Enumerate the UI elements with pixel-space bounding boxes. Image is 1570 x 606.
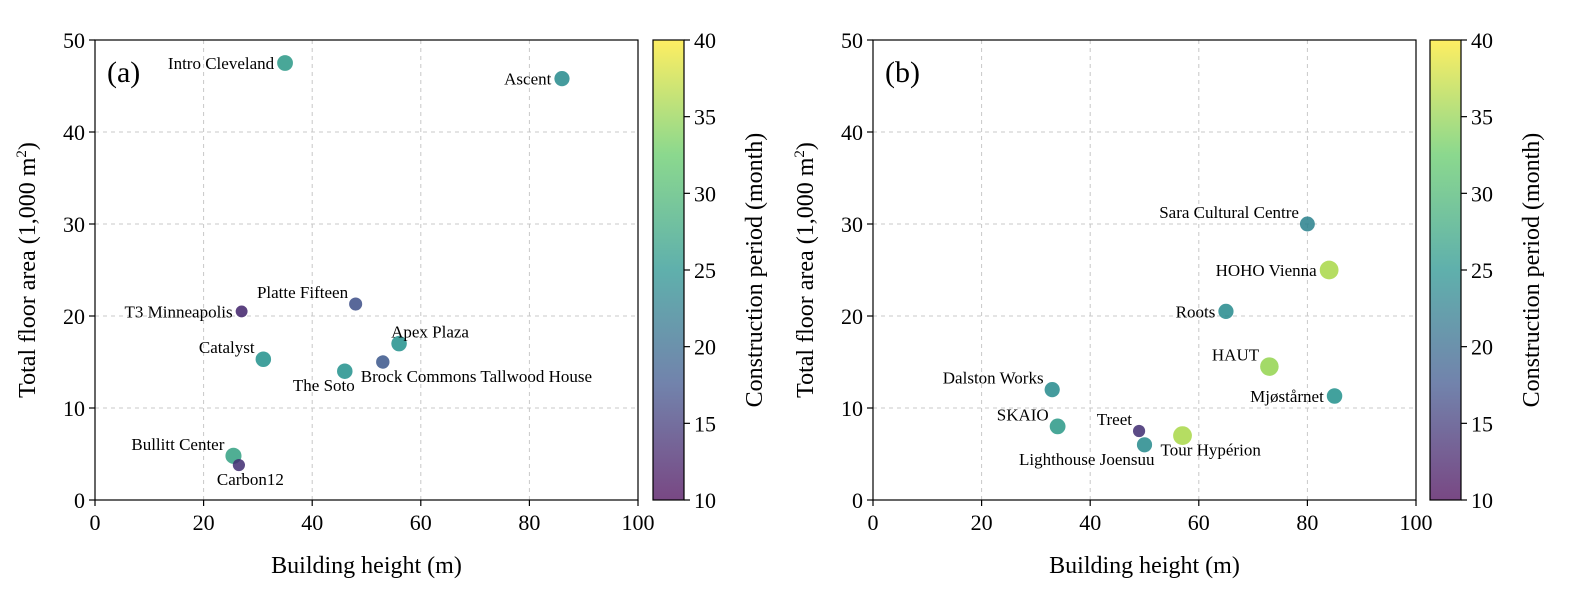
x-tick-label: 20 (971, 510, 993, 535)
point-label: Catalyst (199, 338, 255, 357)
y-tick-label: 20 (841, 304, 863, 329)
point-label: Dalston Works (943, 369, 1044, 388)
data-point (1173, 426, 1192, 445)
colorbar-tick-label: 15 (694, 411, 716, 436)
data-point (391, 335, 407, 352)
panel-a: 0 20 40 60 80 100 0 10 20 30 40 50 Building height (… (14, 28, 768, 579)
point-label: The Soto (293, 376, 355, 395)
y-tick-label: 40 (63, 120, 85, 145)
x-tick-label: 0 (90, 510, 101, 535)
colorbar-tick-label: 15 (1471, 411, 1493, 436)
y-tick-label: 30 (63, 212, 85, 237)
colorbar-tick-label: 25 (1471, 258, 1493, 283)
colorbar-label: Construction period (month) (1519, 133, 1545, 408)
data-point (1049, 418, 1066, 435)
data-point (1299, 216, 1315, 232)
colorbar-tick-label: 35 (1471, 105, 1493, 130)
point-label: Mjøstårnet (1250, 387, 1324, 406)
point-label: HOHO Vienna (1216, 261, 1318, 280)
x-tick-label: 100 (622, 510, 655, 535)
data-point (1136, 437, 1153, 453)
x-axis-label: Building height (m) (271, 553, 462, 579)
colorbar (1429, 39, 1462, 501)
y-axis-label: Total floor area (1,000 m2) (792, 142, 819, 398)
colorbar-tick-label: 40 (1471, 28, 1493, 53)
data-point (376, 355, 390, 369)
data-point (1319, 260, 1339, 280)
colorbar-tick-label: 30 (1471, 181, 1493, 206)
x-tick-label: 80 (518, 510, 540, 535)
x-tick-label: 100 (1400, 510, 1433, 535)
y-tick-label: 10 (841, 396, 863, 421)
data-point (277, 55, 293, 71)
y-tick-label: 0 (74, 488, 85, 513)
y-tick-label: 40 (841, 120, 863, 145)
y-tick-label: 10 (63, 396, 85, 421)
point-label: Carbon12 (217, 470, 284, 489)
colorbar-tick-label: 20 (1471, 335, 1493, 360)
x-tick-label: 40 (1079, 510, 1101, 535)
data-point (1260, 357, 1279, 376)
point-label: T3 Minneapolis (125, 302, 233, 321)
x-tick-label: 20 (193, 510, 215, 535)
point-label: HAUT (1212, 346, 1260, 365)
point-label: Ascent (504, 70, 551, 89)
y-axis-label: Total floor area (1,000 m2) (14, 142, 41, 398)
x-tick-label: 60 (1188, 510, 1210, 535)
data-point (1326, 388, 1343, 404)
point-label: Sara Cultural Centre (1159, 203, 1299, 222)
y-tick-label: 50 (841, 28, 863, 53)
panel-b: 0 20 40 60 80 100 0 10 20 30 40 50 Building height (… (792, 28, 1545, 579)
point-label: Platte Fifteen (257, 283, 349, 302)
data-point (235, 305, 248, 318)
point-label: Tour Hypérion (1161, 441, 1262, 460)
data-point (1132, 424, 1146, 438)
point-label: Lighthouse Joensuu (1019, 450, 1155, 469)
x-tick-label: 60 (410, 510, 432, 535)
panel-label: (b) (885, 56, 920, 89)
x-axis-label: Building height (m) (1049, 553, 1240, 579)
data-point (554, 71, 570, 87)
data-point (1218, 303, 1234, 319)
x-tick-label: 40 (301, 510, 323, 535)
data-point (349, 297, 363, 311)
data-point (337, 363, 353, 379)
data-point (232, 458, 245, 472)
data-point (255, 351, 272, 367)
colorbar-tick-label: 35 (694, 105, 716, 130)
colorbar-label: Construction period (month) (742, 133, 768, 408)
y-tick-label: 30 (841, 212, 863, 237)
point-label: Treet (1097, 410, 1133, 429)
panel-label: (a) (107, 56, 140, 89)
plot-frame (94, 39, 639, 501)
colorbar-tick-label: 40 (694, 28, 716, 53)
colorbar-tick-label: 10 (1471, 488, 1493, 513)
colorbar-tick-label: 20 (694, 335, 716, 360)
point-label: Brock Commons Tallwood House (361, 367, 592, 386)
point-label: Intro Cleveland (168, 54, 275, 73)
data-point (1044, 382, 1060, 398)
colorbar-tick-label: 30 (694, 181, 716, 206)
point-label: Apex Plaza (391, 323, 469, 342)
x-tick-label: 80 (1296, 510, 1318, 535)
y-tick-label: 50 (63, 28, 85, 53)
point-label: Bullitt Center (131, 435, 224, 454)
y-tick-label: 20 (63, 304, 85, 329)
y-tick-label: 0 (852, 488, 863, 513)
point-label: SKAIO (997, 405, 1049, 424)
x-tick-label: 0 (868, 510, 879, 535)
colorbar-tick-label: 25 (694, 258, 716, 283)
point-label: Roots (1176, 302, 1216, 321)
plot-frame (872, 39, 1417, 501)
colorbar (652, 39, 685, 501)
colorbar-tick-label: 10 (694, 488, 716, 513)
